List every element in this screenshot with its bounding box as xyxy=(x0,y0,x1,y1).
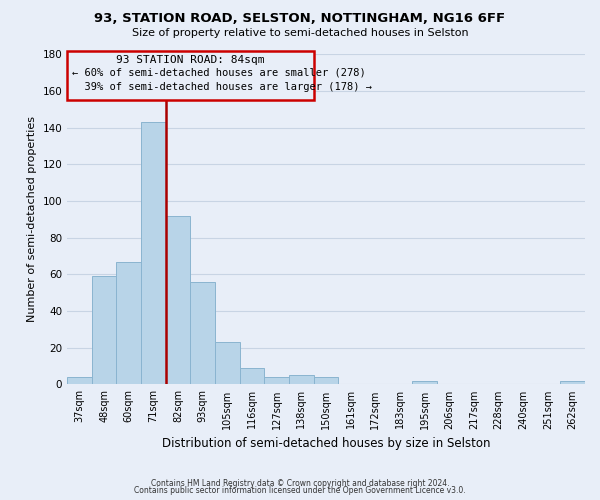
Bar xyxy=(265,377,289,384)
Bar xyxy=(190,282,215,385)
FancyBboxPatch shape xyxy=(67,50,314,100)
Bar xyxy=(240,368,265,384)
Bar xyxy=(67,377,92,384)
Bar xyxy=(560,381,585,384)
Bar xyxy=(92,276,116,384)
Text: 93 STATION ROAD: 84sqm: 93 STATION ROAD: 84sqm xyxy=(116,55,265,65)
X-axis label: Distribution of semi-detached houses by size in Selston: Distribution of semi-detached houses by … xyxy=(162,437,490,450)
Bar xyxy=(314,377,338,384)
Bar xyxy=(116,262,141,384)
Text: Contains HM Land Registry data © Crown copyright and database right 2024.: Contains HM Land Registry data © Crown c… xyxy=(151,478,449,488)
Text: 39% of semi-detached houses are larger (178) →: 39% of semi-detached houses are larger (… xyxy=(72,82,372,92)
Bar xyxy=(166,216,190,384)
Text: Contains public sector information licensed under the Open Government Licence v3: Contains public sector information licen… xyxy=(134,486,466,495)
Bar xyxy=(412,381,437,384)
Y-axis label: Number of semi-detached properties: Number of semi-detached properties xyxy=(27,116,37,322)
Bar xyxy=(215,342,240,384)
Text: ← 60% of semi-detached houses are smaller (278): ← 60% of semi-detached houses are smalle… xyxy=(72,67,366,77)
Bar xyxy=(141,122,166,384)
Text: Size of property relative to semi-detached houses in Selston: Size of property relative to semi-detach… xyxy=(131,28,469,38)
Bar xyxy=(289,376,314,384)
Text: 93, STATION ROAD, SELSTON, NOTTINGHAM, NG16 6FF: 93, STATION ROAD, SELSTON, NOTTINGHAM, N… xyxy=(94,12,506,26)
